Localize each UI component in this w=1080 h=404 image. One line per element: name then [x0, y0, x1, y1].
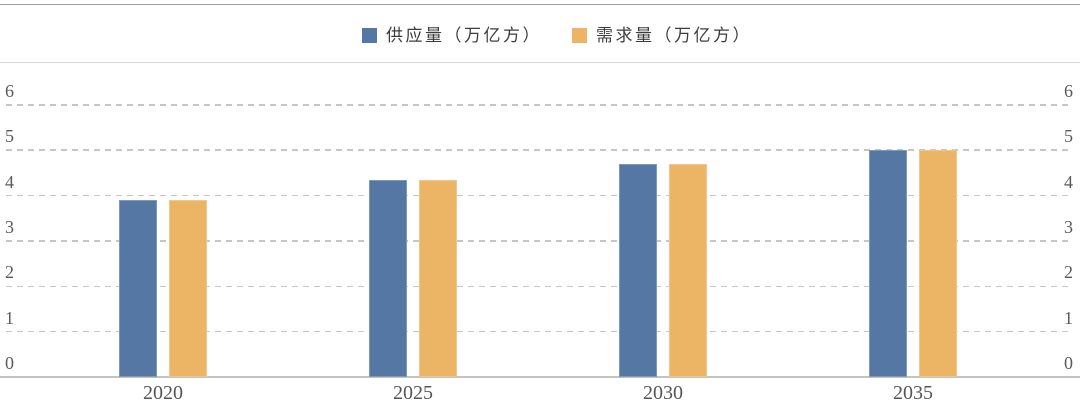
y-tick-right-2: 2	[1064, 262, 1073, 283]
bar-supply-2035	[869, 150, 907, 377]
legend: 供应量（万亿方） 需求量（万亿方）	[17, 21, 1080, 49]
y-tick-left-0: 0	[5, 353, 14, 373]
y-tick-left-1: 1	[5, 307, 14, 328]
bar-supply-2030	[619, 163, 657, 377]
y-tick-left-5: 5	[5, 126, 14, 147]
legend-label: 需求量（万亿方）	[596, 25, 752, 45]
y-tick-right-0: 0	[1064, 353, 1073, 373]
bar-demand-2025	[419, 179, 457, 377]
y-tick-left-2: 2	[5, 262, 14, 283]
bar-demand-2030	[669, 163, 707, 377]
gridline-5	[6, 149, 1072, 152]
y-tick-left-3: 3	[5, 216, 14, 237]
y-tick-left-4: 4	[5, 171, 14, 192]
legend-divider	[0, 62, 1080, 63]
x-tick-2020: 2020	[143, 382, 183, 404]
legend-label: 供应量（万亿方）	[386, 25, 542, 45]
y-tick-right-5: 5	[1064, 126, 1073, 147]
legend-item-supply: 供应量（万亿方）	[362, 27, 542, 44]
y-tick-right-1: 1	[1064, 307, 1073, 328]
y-tick-right-6: 6	[1064, 80, 1073, 101]
legend-swatch-icon	[572, 27, 587, 43]
x-tick-2030: 2030	[643, 382, 683, 404]
legend-swatch-icon	[362, 27, 377, 43]
x-tick-2025: 2025	[393, 382, 433, 404]
x-tick-2035: 2035	[893, 382, 933, 404]
y-tick-right-3: 3	[1064, 216, 1073, 237]
gridline-6	[6, 104, 1072, 106]
bar-supply-2025	[369, 179, 407, 377]
y-tick-left-6: 6	[5, 80, 14, 101]
x-axis-line	[0, 376, 1080, 378]
top-divider	[0, 4, 1080, 5]
y-tick-right-4: 4	[1064, 171, 1073, 192]
bar-demand-2020	[169, 200, 207, 377]
bar-demand-2035	[919, 150, 957, 377]
gridline-2	[6, 285, 1072, 288]
gridline-3	[6, 240, 1072, 242]
gridline-1	[6, 330, 1072, 333]
legend-item-demand: 需求量（万亿方）	[572, 27, 752, 44]
bar-supply-2020	[119, 200, 157, 377]
gridline-4	[6, 194, 1072, 197]
